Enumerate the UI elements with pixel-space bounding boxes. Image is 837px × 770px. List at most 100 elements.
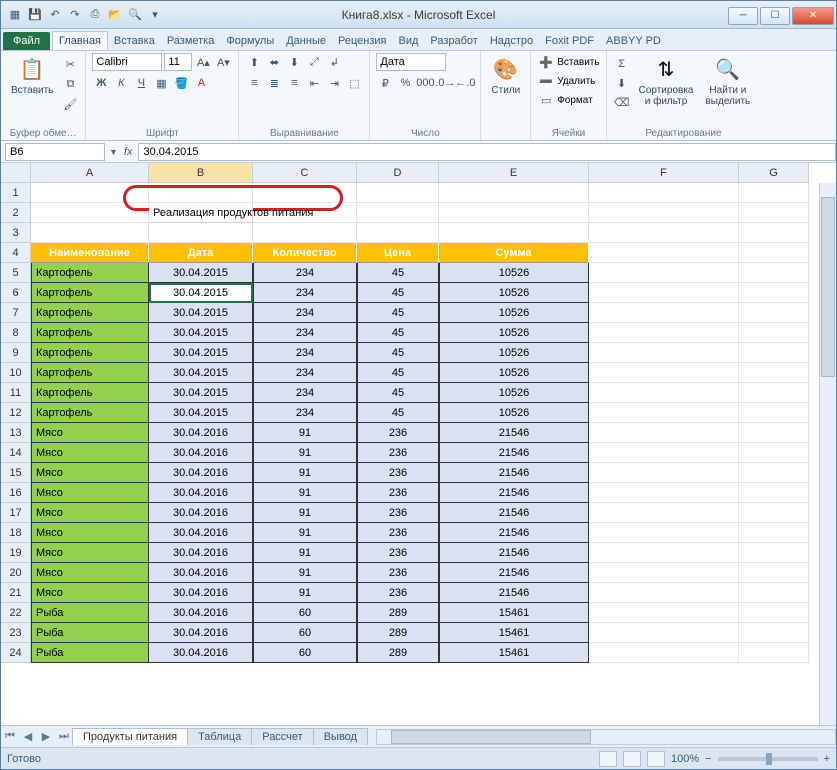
cell-G24[interactable] xyxy=(739,643,809,663)
currency-icon[interactable]: ₽ xyxy=(376,74,394,92)
cell-F16[interactable] xyxy=(589,483,739,503)
insert-label[interactable]: Вставить xyxy=(557,57,599,68)
cell-F3[interactable] xyxy=(589,223,739,243)
cell-A17[interactable]: Мясо xyxy=(31,503,149,523)
fill-color-icon[interactable]: 🪣 xyxy=(172,74,190,92)
column-header-D[interactable]: D xyxy=(357,163,439,183)
sheet-tab-1[interactable]: Таблица xyxy=(187,728,252,745)
cell-A23[interactable]: Рыба xyxy=(31,623,149,643)
column-header-E[interactable]: E xyxy=(439,163,589,183)
cell-E21[interactable]: 21546 xyxy=(439,583,589,603)
cell-A22[interactable]: Рыба xyxy=(31,603,149,623)
zoom-out-button[interactable]: − xyxy=(705,753,711,765)
cell-A21[interactable]: Мясо xyxy=(31,583,149,603)
cell-F20[interactable] xyxy=(589,563,739,583)
cell-C17[interactable]: 91 xyxy=(253,503,357,523)
cell-A2[interactable] xyxy=(31,203,149,223)
cell-G3[interactable] xyxy=(739,223,809,243)
italic-button[interactable]: К xyxy=(112,74,130,92)
name-box[interactable]: B6 xyxy=(5,143,105,161)
cell-A5[interactable]: Картофель xyxy=(31,263,149,283)
border-icon[interactable]: ▦ xyxy=(152,74,170,92)
normal-view-button[interactable] xyxy=(599,751,617,767)
zoom-knob[interactable] xyxy=(766,753,772,765)
ribbon-tab-7[interactable]: Разработ xyxy=(424,32,483,50)
cell-A16[interactable]: Мясо xyxy=(31,483,149,503)
page-layout-view-button[interactable] xyxy=(623,751,641,767)
cell-E3[interactable] xyxy=(439,223,589,243)
cell-D10[interactable]: 45 xyxy=(357,363,439,383)
cell-E4[interactable]: Сумма xyxy=(439,243,589,263)
cell-C19[interactable]: 91 xyxy=(253,543,357,563)
ribbon-tab-2[interactable]: Разметка xyxy=(161,32,221,50)
percent-icon[interactable]: % xyxy=(396,74,414,92)
orientation-icon[interactable]: ⤢ xyxy=(305,53,323,71)
column-header-G[interactable]: G xyxy=(739,163,809,183)
cell-F6[interactable] xyxy=(589,283,739,303)
row-header-1[interactable]: 1 xyxy=(1,183,31,203)
row-header-8[interactable]: 8 xyxy=(1,323,31,343)
cell-D6[interactable]: 45 xyxy=(357,283,439,303)
cell-G16[interactable] xyxy=(739,483,809,503)
increase-decimal-icon[interactable]: .0→ xyxy=(436,74,454,92)
cell-B24[interactable]: 30.04.2016 xyxy=(149,643,253,663)
cell-B23[interactable]: 30.04.2016 xyxy=(149,623,253,643)
format-painter-icon[interactable]: 🖌 xyxy=(61,95,79,113)
copy-icon[interactable]: ⧉ xyxy=(61,75,79,93)
cell-D2[interactable] xyxy=(357,203,439,223)
insert-cells-icon[interactable]: ➕ xyxy=(537,53,555,71)
cell-D5[interactable]: 45 xyxy=(357,263,439,283)
font-name-combo[interactable]: Calibri xyxy=(92,53,162,71)
sheet-nav-2[interactable]: ▶ xyxy=(37,728,55,746)
cell-C10[interactable]: 234 xyxy=(253,363,357,383)
cell-D24[interactable]: 289 xyxy=(357,643,439,663)
cell-D12[interactable]: 45 xyxy=(357,403,439,423)
page-break-view-button[interactable] xyxy=(647,751,665,767)
align-top-icon[interactable]: ⬆ xyxy=(245,53,263,71)
cell-B12[interactable]: 30.04.2015 xyxy=(149,403,253,423)
cell-B15[interactable]: 30.04.2016 xyxy=(149,463,253,483)
ribbon-tab-9[interactable]: Foxit PDF xyxy=(539,32,600,50)
merge-icon[interactable]: ⬚ xyxy=(345,74,363,92)
file-tab[interactable]: Файл xyxy=(3,32,50,50)
column-header-B[interactable]: B xyxy=(149,163,253,183)
cell-B14[interactable]: 30.04.2016 xyxy=(149,443,253,463)
cut-icon[interactable]: ✂ xyxy=(61,55,79,73)
cell-A15[interactable]: Мясо xyxy=(31,463,149,483)
cell-A10[interactable]: Картофель xyxy=(31,363,149,383)
row-header-22[interactable]: 22 xyxy=(1,603,31,623)
horizontal-scrollbar[interactable] xyxy=(376,729,836,745)
cell-C5[interactable]: 234 xyxy=(253,263,357,283)
cell-B19[interactable]: 30.04.2016 xyxy=(149,543,253,563)
cell-B18[interactable]: 30.04.2016 xyxy=(149,523,253,543)
vertical-scrollbar[interactable] xyxy=(819,183,836,725)
ribbon-tab-4[interactable]: Данные xyxy=(280,32,332,50)
cell-G23[interactable] xyxy=(739,623,809,643)
sheet-nav-0[interactable]: ⏮ xyxy=(1,728,19,746)
fx-icon[interactable]: fx xyxy=(118,146,139,158)
find-select-button[interactable]: 🔍 Найти и выделить xyxy=(701,53,754,109)
cell-C23[interactable]: 60 xyxy=(253,623,357,643)
row-header-7[interactable]: 7 xyxy=(1,303,31,323)
redo-icon[interactable]: ↷ xyxy=(67,7,83,23)
sheet-nav-3[interactable]: ⏭ xyxy=(55,728,73,746)
namebox-dropdown-icon[interactable]: ▼ xyxy=(109,147,118,157)
sheet-tab-2[interactable]: Рассчет xyxy=(251,728,314,745)
cell-D19[interactable]: 236 xyxy=(357,543,439,563)
font-color-icon[interactable]: A xyxy=(192,74,210,92)
cell-D4[interactable]: Цена xyxy=(357,243,439,263)
cell-E12[interactable]: 10526 xyxy=(439,403,589,423)
cell-grid[interactable]: ABCDEFG12Реализация продуктов питания34Н… xyxy=(1,163,836,663)
row-header-14[interactable]: 14 xyxy=(1,443,31,463)
sheet-tab-3[interactable]: Вывод xyxy=(313,728,368,745)
ribbon-tab-5[interactable]: Рецензия xyxy=(332,32,393,50)
cell-E2[interactable] xyxy=(439,203,589,223)
cell-D8[interactable]: 45 xyxy=(357,323,439,343)
cell-C3[interactable] xyxy=(253,223,357,243)
cell-F22[interactable] xyxy=(589,603,739,623)
cell-G21[interactable] xyxy=(739,583,809,603)
decrease-indent-icon[interactable]: ⇤ xyxy=(305,74,323,92)
align-middle-icon[interactable]: ⬌ xyxy=(265,53,283,71)
scroll-thumb[interactable] xyxy=(821,197,835,377)
cell-E20[interactable]: 21546 xyxy=(439,563,589,583)
